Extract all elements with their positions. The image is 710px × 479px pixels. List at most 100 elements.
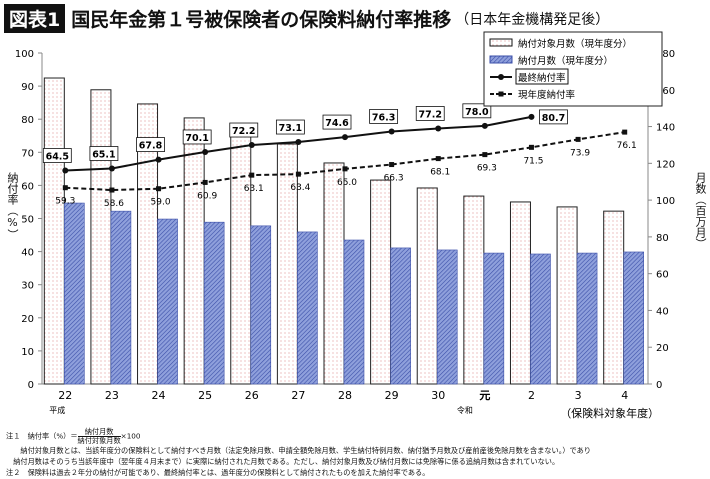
label-current-rate: 66.3: [384, 174, 404, 184]
formula-times: ×100: [120, 431, 141, 441]
legend-label: 納付対象月数（現年度分）: [518, 38, 632, 50]
legend-marker-final: [498, 74, 504, 80]
marker-current-rate: [622, 129, 628, 135]
bar-paid-months: [436, 249, 458, 385]
label-final-rate: 80.7: [542, 113, 565, 124]
label-current-rate: 76.1: [617, 141, 637, 151]
bar-paid-months: [483, 252, 505, 385]
note-2: 注２ 保険料は過去２年分の納付が可能であり、最終納付率とは、過年度分の保険料とし…: [6, 468, 430, 477]
x-tick-label: 27: [291, 389, 305, 402]
marker-final-rate: [108, 165, 115, 172]
bar-target-months: [90, 89, 112, 385]
x-tick-label: 30: [431, 389, 445, 402]
label-box-final-rate: [182, 129, 212, 145]
marker-current-rate: [482, 152, 488, 158]
marker-current-rate: [342, 166, 348, 172]
legend-label: 最終納付率: [518, 72, 566, 84]
bar-paid-months: [110, 210, 132, 385]
bar-target-months: [463, 195, 485, 385]
x-tick-label: 26: [245, 389, 259, 402]
right-tick-label: 20: [656, 343, 669, 354]
label-final-rate: 74.6: [325, 118, 349, 129]
label-current-rate: 69.3: [477, 164, 497, 174]
label-final-rate: 72.2: [232, 126, 255, 137]
label-final-rate: 78.0: [465, 107, 489, 118]
marker-final-rate: [435, 125, 442, 132]
label-final-rate: 64.5: [46, 152, 69, 163]
marker-current-rate: [528, 144, 534, 150]
chart: 0 10 20 30 40 50 60 70 80 90 100 0 20 40 60 80 100 120 140…: [15, 31, 675, 420]
title-sub: （日本年金機構発足後）: [455, 11, 610, 28]
left-tick-label: 80: [21, 115, 34, 126]
marker-final-rate: [248, 142, 255, 149]
legend-swatch-paid: [489, 55, 513, 64]
marker-current-rate: [435, 156, 441, 162]
marker-current-rate: [389, 162, 395, 168]
label-final-rate: 67.8: [139, 141, 163, 152]
label-box-final-rate: [89, 146, 119, 161]
right-tick-label: 80: [656, 233, 669, 244]
bar-paid-months: [64, 202, 85, 385]
left-tick-label: 10: [21, 347, 34, 358]
label-final-rate: 70.1: [185, 133, 208, 144]
marker-final-rate: [342, 134, 348, 141]
left-tick-label: 100: [15, 49, 34, 60]
right-tick-label: 100: [656, 196, 675, 207]
bar-paid-months: [203, 221, 225, 385]
left-tick-label: 40: [21, 248, 34, 259]
marker-final-rate: [202, 148, 209, 155]
label-current-rate: 68.1: [430, 168, 450, 178]
bar-paid-months: [297, 231, 318, 385]
bar-paid-months: [250, 225, 272, 385]
y-axis-right-label: 月数（百万月）: [694, 172, 707, 249]
era-label-reiwa: 令和: [457, 405, 473, 415]
x-tick-label: 4: [621, 389, 628, 402]
left-tick-label: 70: [21, 148, 34, 159]
era-label-heisei: 平成: [49, 405, 65, 415]
label-box-final-rate: [462, 103, 492, 119]
label-box-final-rate: [369, 109, 399, 124]
label-box-final-rate: [539, 109, 568, 125]
left-tick-label: 90: [21, 82, 34, 93]
label-box-final-rate: [415, 106, 445, 121]
bar-paid-months: [390, 247, 411, 385]
x-tick-label: 28: [338, 389, 352, 402]
bar-target-months: [183, 117, 205, 385]
chart-title: 図表1 国民年金第１号被保険者の保険料納付率推移 （日本年金機構発足後）: [4, 4, 609, 33]
formula-denominator: 納付対象月数: [77, 436, 121, 445]
x-axis-label: （保険料対象年度）: [560, 406, 659, 420]
bar-target-months: [603, 210, 625, 385]
left-tick-label: 20: [21, 314, 34, 325]
note-1-label: 注１ 納付率（%）＝: [6, 431, 78, 441]
label-box-final-rate: [136, 137, 165, 152]
label-box-final-rate: [42, 148, 72, 163]
title-main: 国民年金第１号被保険者の保険料納付率推移: [71, 9, 452, 31]
label-final-rate: 76.3: [372, 112, 395, 123]
legend: [483, 31, 663, 107]
bar-paid-months: [623, 251, 644, 385]
marker-final-rate: [481, 122, 488, 129]
bar-target-months: [43, 77, 65, 385]
right-tick-label: 120: [656, 159, 675, 170]
bar-target-months: [276, 143, 298, 385]
marker-final-rate: [388, 128, 395, 135]
label-current-rate: 73.9: [570, 148, 590, 158]
bar-paid-months: [576, 252, 598, 385]
marker-final-rate: [528, 113, 535, 120]
right-tick-label: 180: [656, 49, 675, 60]
label-final-rate: 73.1: [279, 123, 302, 134]
bar-target-months: [556, 206, 578, 385]
x-tick-label: 3: [575, 389, 582, 402]
bar-target-months: [509, 201, 531, 385]
note-1: 注１ 納付率（%）＝ 納付月数 納付対象月数 ×100: [6, 428, 706, 445]
label-box-final-rate: [322, 114, 352, 130]
x-tick-label: 24: [152, 389, 166, 402]
marker-current-rate: [62, 185, 68, 191]
right-tick-label: 160: [656, 86, 675, 97]
label-current-rate: 63.1: [244, 184, 264, 194]
bar-paid-months: [157, 218, 178, 385]
left-tick-label: 60: [21, 181, 34, 192]
label-current-rate: 58.6: [104, 199, 124, 209]
legend-marker-current: [498, 91, 504, 97]
right-tick-label: 60: [656, 270, 669, 281]
